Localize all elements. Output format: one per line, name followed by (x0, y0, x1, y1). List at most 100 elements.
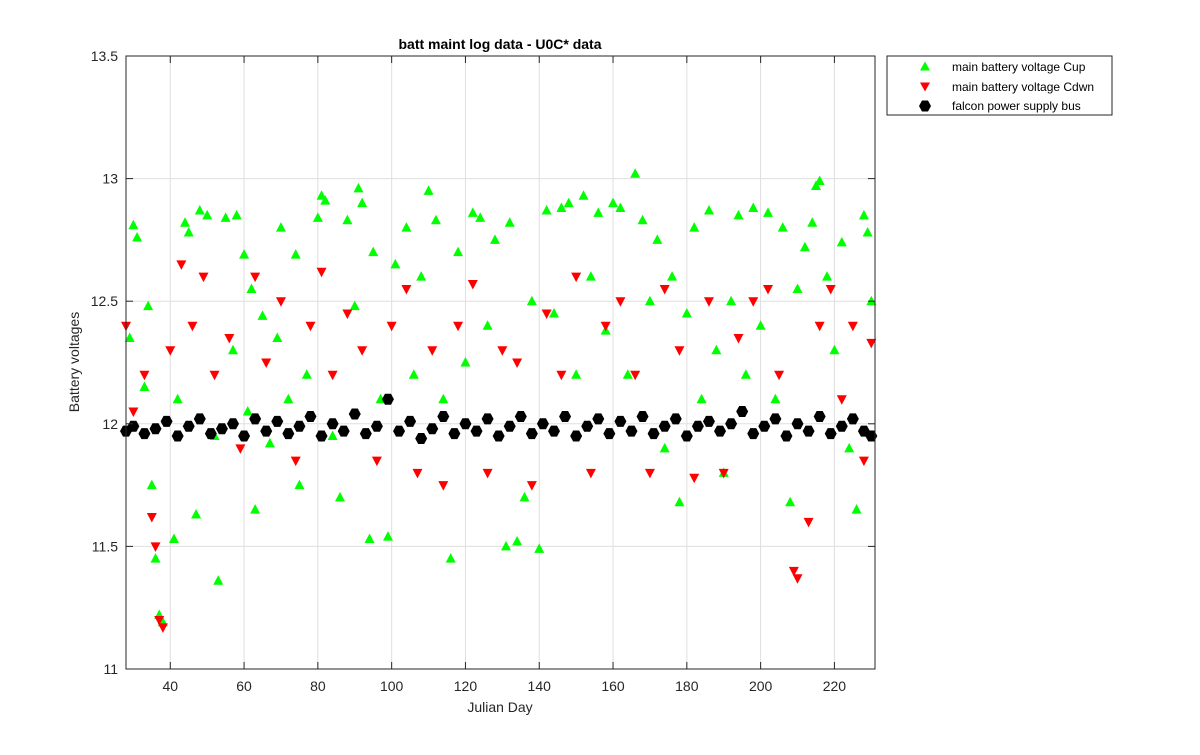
falcon-bus-point (769, 413, 782, 425)
falcon-bus-point (581, 420, 594, 432)
cup-point (272, 332, 283, 342)
cup-point (814, 175, 825, 186)
falcon-bus-point (835, 420, 848, 432)
cup-point (191, 509, 202, 519)
falcon-bus-point (658, 420, 671, 432)
cdwn-point (187, 321, 198, 332)
falcon-bus-point (381, 393, 394, 405)
cdwn-point (497, 346, 508, 356)
cdwn-point (146, 512, 157, 523)
cup-point (674, 496, 685, 507)
falcon-bus-point (536, 418, 549, 430)
cdwn-point (659, 284, 670, 295)
falcon-bus-point (736, 406, 749, 418)
cup-point (327, 430, 338, 441)
cup-point (183, 227, 194, 237)
cup-point (228, 344, 238, 355)
cdwn-point (814, 321, 825, 332)
x-tick-label: 140 (528, 678, 552, 694)
falcon-bus-point (160, 415, 173, 427)
cup-point (353, 182, 364, 193)
cup-point (652, 234, 663, 244)
falcon-bus-point (813, 410, 826, 422)
cup-point (342, 214, 353, 225)
cdwn-point (235, 444, 246, 454)
legend: main battery voltage Cup main battery vo… (886, 55, 1113, 116)
cup-point (615, 202, 626, 213)
falcon-bus-point (171, 430, 184, 442)
cdwn-point (703, 297, 714, 307)
falcon-bus-point (227, 418, 239, 430)
falcon-bus-point (481, 413, 494, 425)
cdwn-point (836, 395, 847, 405)
cup-point (482, 320, 493, 330)
cup-point (283, 393, 294, 404)
cup-point (608, 197, 619, 208)
cup-point (549, 307, 559, 318)
cup-point (637, 214, 648, 225)
cup-point (416, 271, 427, 281)
x-tick-label: 40 (162, 678, 178, 694)
falcon-bus-point (559, 410, 572, 422)
falcon-bus-point (747, 428, 760, 440)
falcon-bus-point (426, 423, 439, 435)
x-tick-label: 180 (675, 678, 699, 694)
cdwn-point (386, 321, 397, 332)
x-tick-label: 160 (601, 678, 625, 694)
cdwn-point (556, 370, 567, 381)
cup-point (534, 543, 545, 553)
cdwn-point (788, 566, 799, 577)
falcon-bus-point (149, 423, 162, 435)
cup-point (401, 222, 412, 232)
cup-point (667, 271, 678, 281)
plot-area (126, 56, 875, 669)
cdwn-point (526, 481, 537, 491)
cdwn-point (615, 297, 626, 307)
y-tick-label: 13 (102, 171, 118, 187)
cdwn-point (157, 623, 168, 633)
falcon-bus-point (470, 425, 483, 437)
cup-point (504, 217, 515, 227)
cdwn-point (209, 370, 220, 381)
cdwn-point (689, 473, 700, 484)
cdwn-point (342, 309, 353, 319)
cup-point (659, 442, 670, 453)
y-tick-label: 12.5 (91, 293, 118, 309)
cup-point (578, 190, 589, 200)
cdwn-point (630, 370, 641, 381)
cup-point (822, 271, 833, 281)
cup-point (349, 300, 360, 311)
cup-point (836, 236, 847, 247)
cdwn-point (371, 456, 382, 467)
cup-point (755, 320, 766, 330)
falcon-bus-point (680, 430, 693, 442)
cup-point (703, 204, 714, 215)
cup-point (844, 442, 855, 453)
cup-point (726, 295, 737, 306)
cup-point (807, 217, 818, 227)
falcon-bus-point (415, 433, 428, 445)
falcon-bus-point (846, 413, 859, 425)
falcon-bus-point (370, 420, 383, 432)
cup-point (777, 222, 788, 232)
cup-point (740, 369, 751, 379)
cdwn-point (150, 542, 161, 552)
x-tick-label: 120 (454, 678, 478, 694)
cdwn-point (327, 370, 338, 381)
falcon-bus-point (714, 425, 727, 437)
legend-label-falcon: falcon power supply bus (952, 99, 1081, 113)
cup-point (622, 369, 633, 379)
cdwn-point (290, 456, 301, 467)
cup-point (866, 295, 877, 306)
cup-point (526, 295, 537, 306)
axis-ticks: 40 60 80 100 120 140 160 180 200 220 11 11.5 12 12.5 1… (91, 48, 875, 694)
cdwn-point (250, 272, 261, 283)
cup-point (770, 393, 781, 404)
falcon-bus-point (802, 425, 815, 437)
cup-point (408, 369, 419, 379)
falcon-bus-point (791, 418, 804, 430)
legend-label-cdwn: main battery voltage Cdwn (952, 80, 1094, 94)
cup-point (585, 271, 596, 281)
cup-point (453, 246, 464, 257)
